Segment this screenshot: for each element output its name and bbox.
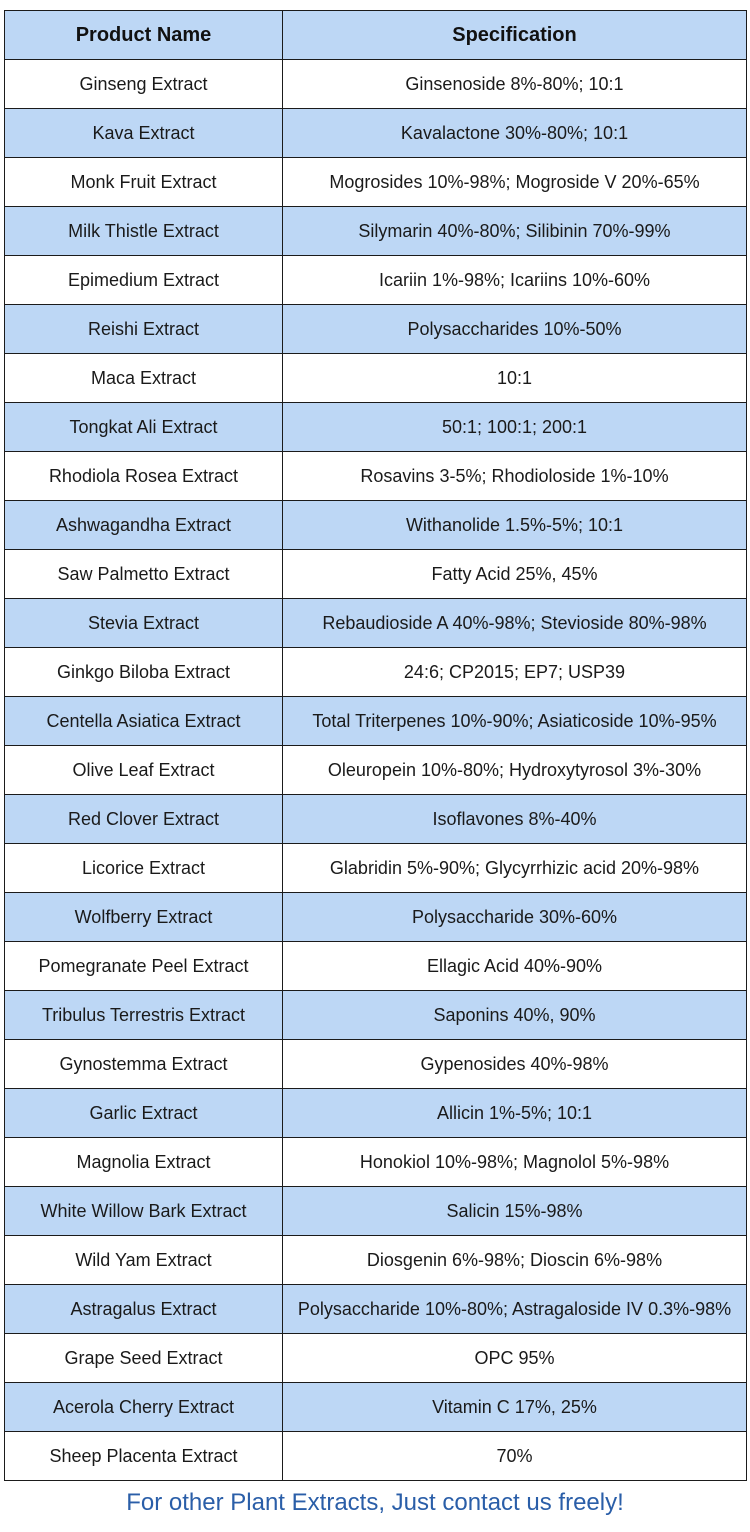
table-row: Tribulus Terrestris Extract Saponins 40%,…: [4, 990, 747, 1040]
header-product-name: Product Name: [4, 10, 283, 60]
header-specification: Specification: [282, 10, 747, 60]
table-row: Astragalus Extract Polysaccharide 10%-80%…: [4, 1284, 747, 1334]
specification-cell: OPC 95%: [282, 1333, 747, 1383]
contact-footer-note: For other Plant Extracts, Just contact u…: [126, 1489, 624, 1516]
specification-cell: Gypenosides 40%-98%: [282, 1039, 747, 1089]
table-row: Ginkgo Biloba Extract 24:6; CP2015; EP7; …: [4, 647, 747, 697]
product-name-cell: Epimedium Extract: [4, 255, 283, 305]
table-row: Pomegranate Peel Extract Ellagic Acid 40%…: [4, 941, 747, 991]
product-name-cell: Wolfberry Extract: [4, 892, 283, 942]
table-row: Wild Yam Extract Diosgenin 6%-98%; Diosci…: [4, 1235, 747, 1285]
product-name-cell: Grape Seed Extract: [4, 1333, 283, 1383]
table-row: Gynostemma Extract Gypenosides 40%-98%: [4, 1039, 747, 1089]
table-row: Wolfberry Extract Polysaccharide 30%-60%: [4, 892, 747, 942]
product-spec-table-container: Product Name Specification Ginseng Extra…: [4, 10, 747, 1481]
specification-cell: Vitamin C 17%, 25%: [282, 1382, 747, 1432]
product-name-cell: Acerola Cherry Extract: [4, 1382, 283, 1432]
specification-cell: Oleuropein 10%-80%; Hydroxytyrosol 3%-30…: [282, 745, 747, 795]
specification-cell: Icariin 1%-98%; Icariins 10%-60%: [282, 255, 747, 305]
specification-cell: Ellagic Acid 40%-90%: [282, 941, 747, 991]
product-name-cell: Astragalus Extract: [4, 1284, 283, 1334]
product-name-cell: Tongkat Ali Extract: [4, 402, 283, 452]
specification-cell: Polysaccharide 10%-80%; Astragaloside IV…: [282, 1284, 747, 1334]
table-row: Epimedium Extract Icariin 1%-98%; Icariin…: [4, 255, 747, 305]
specification-cell: Fatty Acid 25%, 45%: [282, 549, 747, 599]
specification-cell: Polysaccharide 30%-60%: [282, 892, 747, 942]
product-name-cell: Reishi Extract: [4, 304, 283, 354]
product-name-cell: Monk Fruit Extract: [4, 157, 283, 207]
table-row: White Willow Bark Extract Salicin 15%-98%: [4, 1186, 747, 1236]
table-header-row: Product Name Specification: [4, 10, 747, 60]
specification-cell: Withanolide 1.5%-5%; 10:1: [282, 500, 747, 550]
table-row: Acerola Cherry Extract Vitamin C 17%, 25%: [4, 1382, 747, 1432]
product-name-cell: Licorice Extract: [4, 843, 283, 893]
table-row: Ashwagandha Extract Withanolide 1.5%-5%; …: [4, 500, 747, 550]
table-row: Centella Asiatica Extract Total Triterpen…: [4, 696, 747, 746]
product-name-cell: Stevia Extract: [4, 598, 283, 648]
table-row: Saw Palmetto Extract Fatty Acid 25%, 45%: [4, 549, 747, 599]
table-row: Rhodiola Rosea Extract Rosavins 3-5%; Rho…: [4, 451, 747, 501]
specification-cell: Salicin 15%-98%: [282, 1186, 747, 1236]
product-name-cell: Pomegranate Peel Extract: [4, 941, 283, 991]
product-name-cell: Ginkgo Biloba Extract: [4, 647, 283, 697]
table-row: Tongkat Ali Extract 50:1; 100:1; 200:1: [4, 402, 747, 452]
table-row: Grape Seed Extract OPC 95%: [4, 1333, 747, 1383]
table-row: Maca Extract 10:1: [4, 353, 747, 403]
table-row: Red Clover Extract Isoflavones 8%-40%: [4, 794, 747, 844]
table-row: Licorice Extract Glabridin 5%-90%; Glycyr…: [4, 843, 747, 893]
product-name-cell: Garlic Extract: [4, 1088, 283, 1138]
specification-cell: Silymarin 40%-80%; Silibinin 70%-99%: [282, 206, 747, 256]
product-name-cell: Gynostemma Extract: [4, 1039, 283, 1089]
product-name-cell: Magnolia Extract: [4, 1137, 283, 1187]
table-row: Kava Extract Kavalactone 30%-80%; 10:1: [4, 108, 747, 158]
table-row: Reishi Extract Polysaccharides 10%-50%: [4, 304, 747, 354]
specification-cell: Rosavins 3-5%; Rhodioloside 1%-10%: [282, 451, 747, 501]
product-name-cell: Sheep Placenta Extract: [4, 1431, 283, 1481]
product-name-cell: Tribulus Terrestris Extract: [4, 990, 283, 1040]
table-body: Ginseng Extract Ginsenoside 8%-80%; 10:1 K…: [4, 59, 747, 1481]
specification-cell: Rebaudioside A 40%-98%; Stevioside 80%-9…: [282, 598, 747, 648]
product-name-cell: Rhodiola Rosea Extract: [4, 451, 283, 501]
specification-cell: 50:1; 100:1; 200:1: [282, 402, 747, 452]
specification-cell: 24:6; CP2015; EP7; USP39: [282, 647, 747, 697]
product-name-cell: Centella Asiatica Extract: [4, 696, 283, 746]
specification-cell: Kavalactone 30%-80%; 10:1: [282, 108, 747, 158]
specification-cell: Ginsenoside 8%-80%; 10:1: [282, 59, 747, 109]
specification-cell: 70%: [282, 1431, 747, 1481]
specification-cell: Diosgenin 6%-98%; Dioscin 6%-98%: [282, 1235, 747, 1285]
specification-cell: Allicin 1%-5%; 10:1: [282, 1088, 747, 1138]
specification-cell: 10:1: [282, 353, 747, 403]
product-name-cell: Milk Thistle Extract: [4, 206, 283, 256]
product-name-cell: Red Clover Extract: [4, 794, 283, 844]
specification-cell: Polysaccharides 10%-50%: [282, 304, 747, 354]
product-name-cell: Wild Yam Extract: [4, 1235, 283, 1285]
table-row: Magnolia Extract Honokiol 10%-98%; Magnol…: [4, 1137, 747, 1187]
table-row: Milk Thistle Extract Silymarin 40%-80%; S…: [4, 206, 747, 256]
specification-cell: Saponins 40%, 90%: [282, 990, 747, 1040]
table-row: Sheep Placenta Extract 70%: [4, 1431, 747, 1481]
product-name-cell: Maca Extract: [4, 353, 283, 403]
table-row: Garlic Extract Allicin 1%-5%; 10:1: [4, 1088, 747, 1138]
product-name-cell: White Willow Bark Extract: [4, 1186, 283, 1236]
specification-cell: Total Triterpenes 10%-90%; Asiaticoside …: [282, 696, 747, 746]
specification-cell: Honokiol 10%-98%; Magnolol 5%-98%: [282, 1137, 747, 1187]
product-name-cell: Olive Leaf Extract: [4, 745, 283, 795]
table-row: Monk Fruit Extract Mogrosides 10%-98%; Mo…: [4, 157, 747, 207]
specification-cell: Isoflavones 8%-40%: [282, 794, 747, 844]
product-name-cell: Kava Extract: [4, 108, 283, 158]
product-name-cell: Ashwagandha Extract: [4, 500, 283, 550]
specification-cell: Glabridin 5%-90%; Glycyrrhizic acid 20%-…: [282, 843, 747, 893]
specification-cell: Mogrosides 10%-98%; Mogroside V 20%-65%: [282, 157, 747, 207]
product-spec-table: Product Name Specification Ginseng Extra…: [4, 10, 747, 1481]
table-row: Olive Leaf Extract Oleuropein 10%-80%; Hy…: [4, 745, 747, 795]
product-name-cell: Saw Palmetto Extract: [4, 549, 283, 599]
table-row: Stevia Extract Rebaudioside A 40%-98%; St…: [4, 598, 747, 648]
table-row: Ginseng Extract Ginsenoside 8%-80%; 10:1: [4, 59, 747, 109]
product-name-cell: Ginseng Extract: [4, 59, 283, 109]
